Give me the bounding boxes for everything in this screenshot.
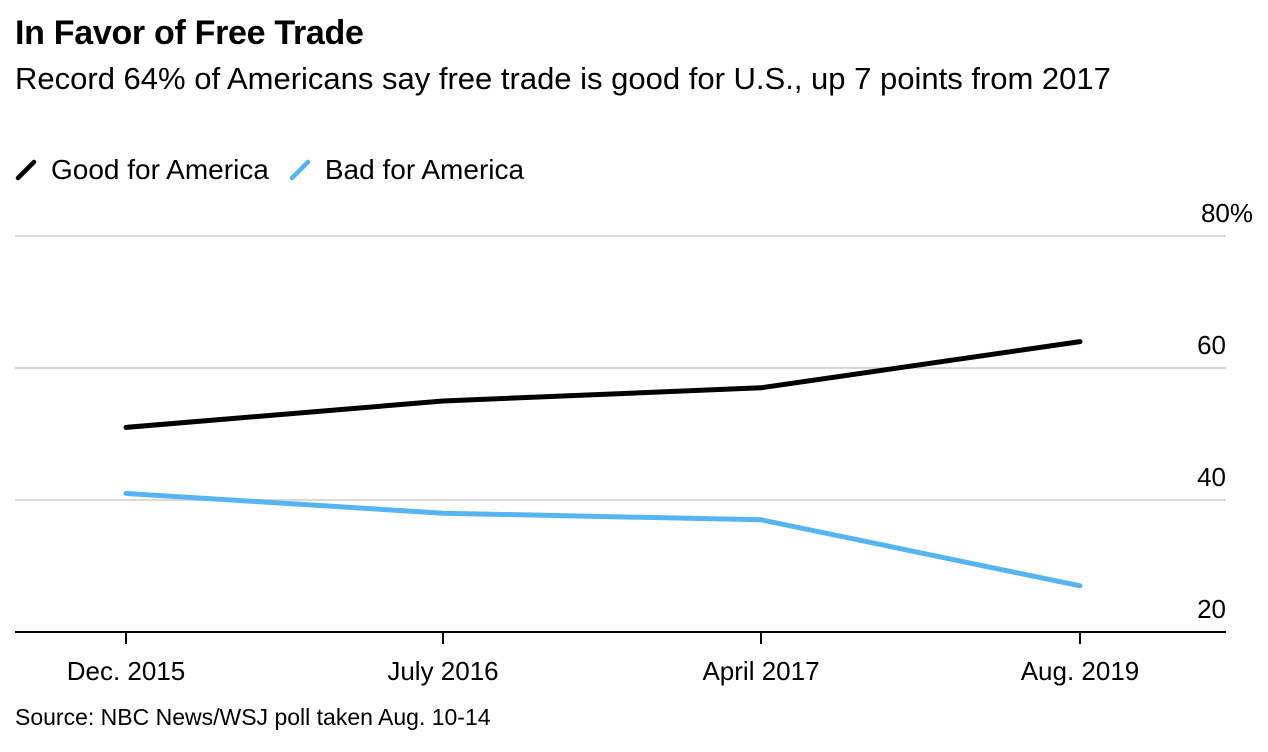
x-tick-label: April 2017: [702, 656, 819, 686]
series-line-bad-for-america: [123, 490, 1083, 589]
legend-swatch-good-icon: [15, 159, 37, 181]
y-tick-label: 80%: [1201, 198, 1253, 228]
series-line-good-for-america: [123, 339, 1083, 430]
y-tick-label: 40: [1197, 462, 1226, 492]
x-tick-label: Aug. 2019: [1021, 656, 1140, 686]
legend-swatch-bad-icon: [289, 159, 311, 181]
chart-subtitle: Record 64% of Americans say free trade i…: [15, 61, 1111, 96]
x-tick-label: July 2016: [387, 656, 498, 686]
legend-label-bad: Bad for America: [324, 154, 525, 185]
y-tick-label: 60: [1197, 330, 1226, 360]
chart-title: In Favor of Free Trade: [15, 14, 364, 52]
legend-item-bad: Bad for America: [289, 154, 524, 186]
source-note: Source: NBC News/WSJ poll taken Aug. 10-…: [15, 704, 491, 730]
y-tick-label: 20: [1197, 594, 1226, 624]
x-tick-label: Dec. 2015: [67, 656, 186, 686]
legend-label-good: Good for America: [51, 154, 269, 185]
legend: Good for America Bad for America: [15, 150, 544, 190]
legend-item-good: Good for America: [15, 154, 269, 186]
